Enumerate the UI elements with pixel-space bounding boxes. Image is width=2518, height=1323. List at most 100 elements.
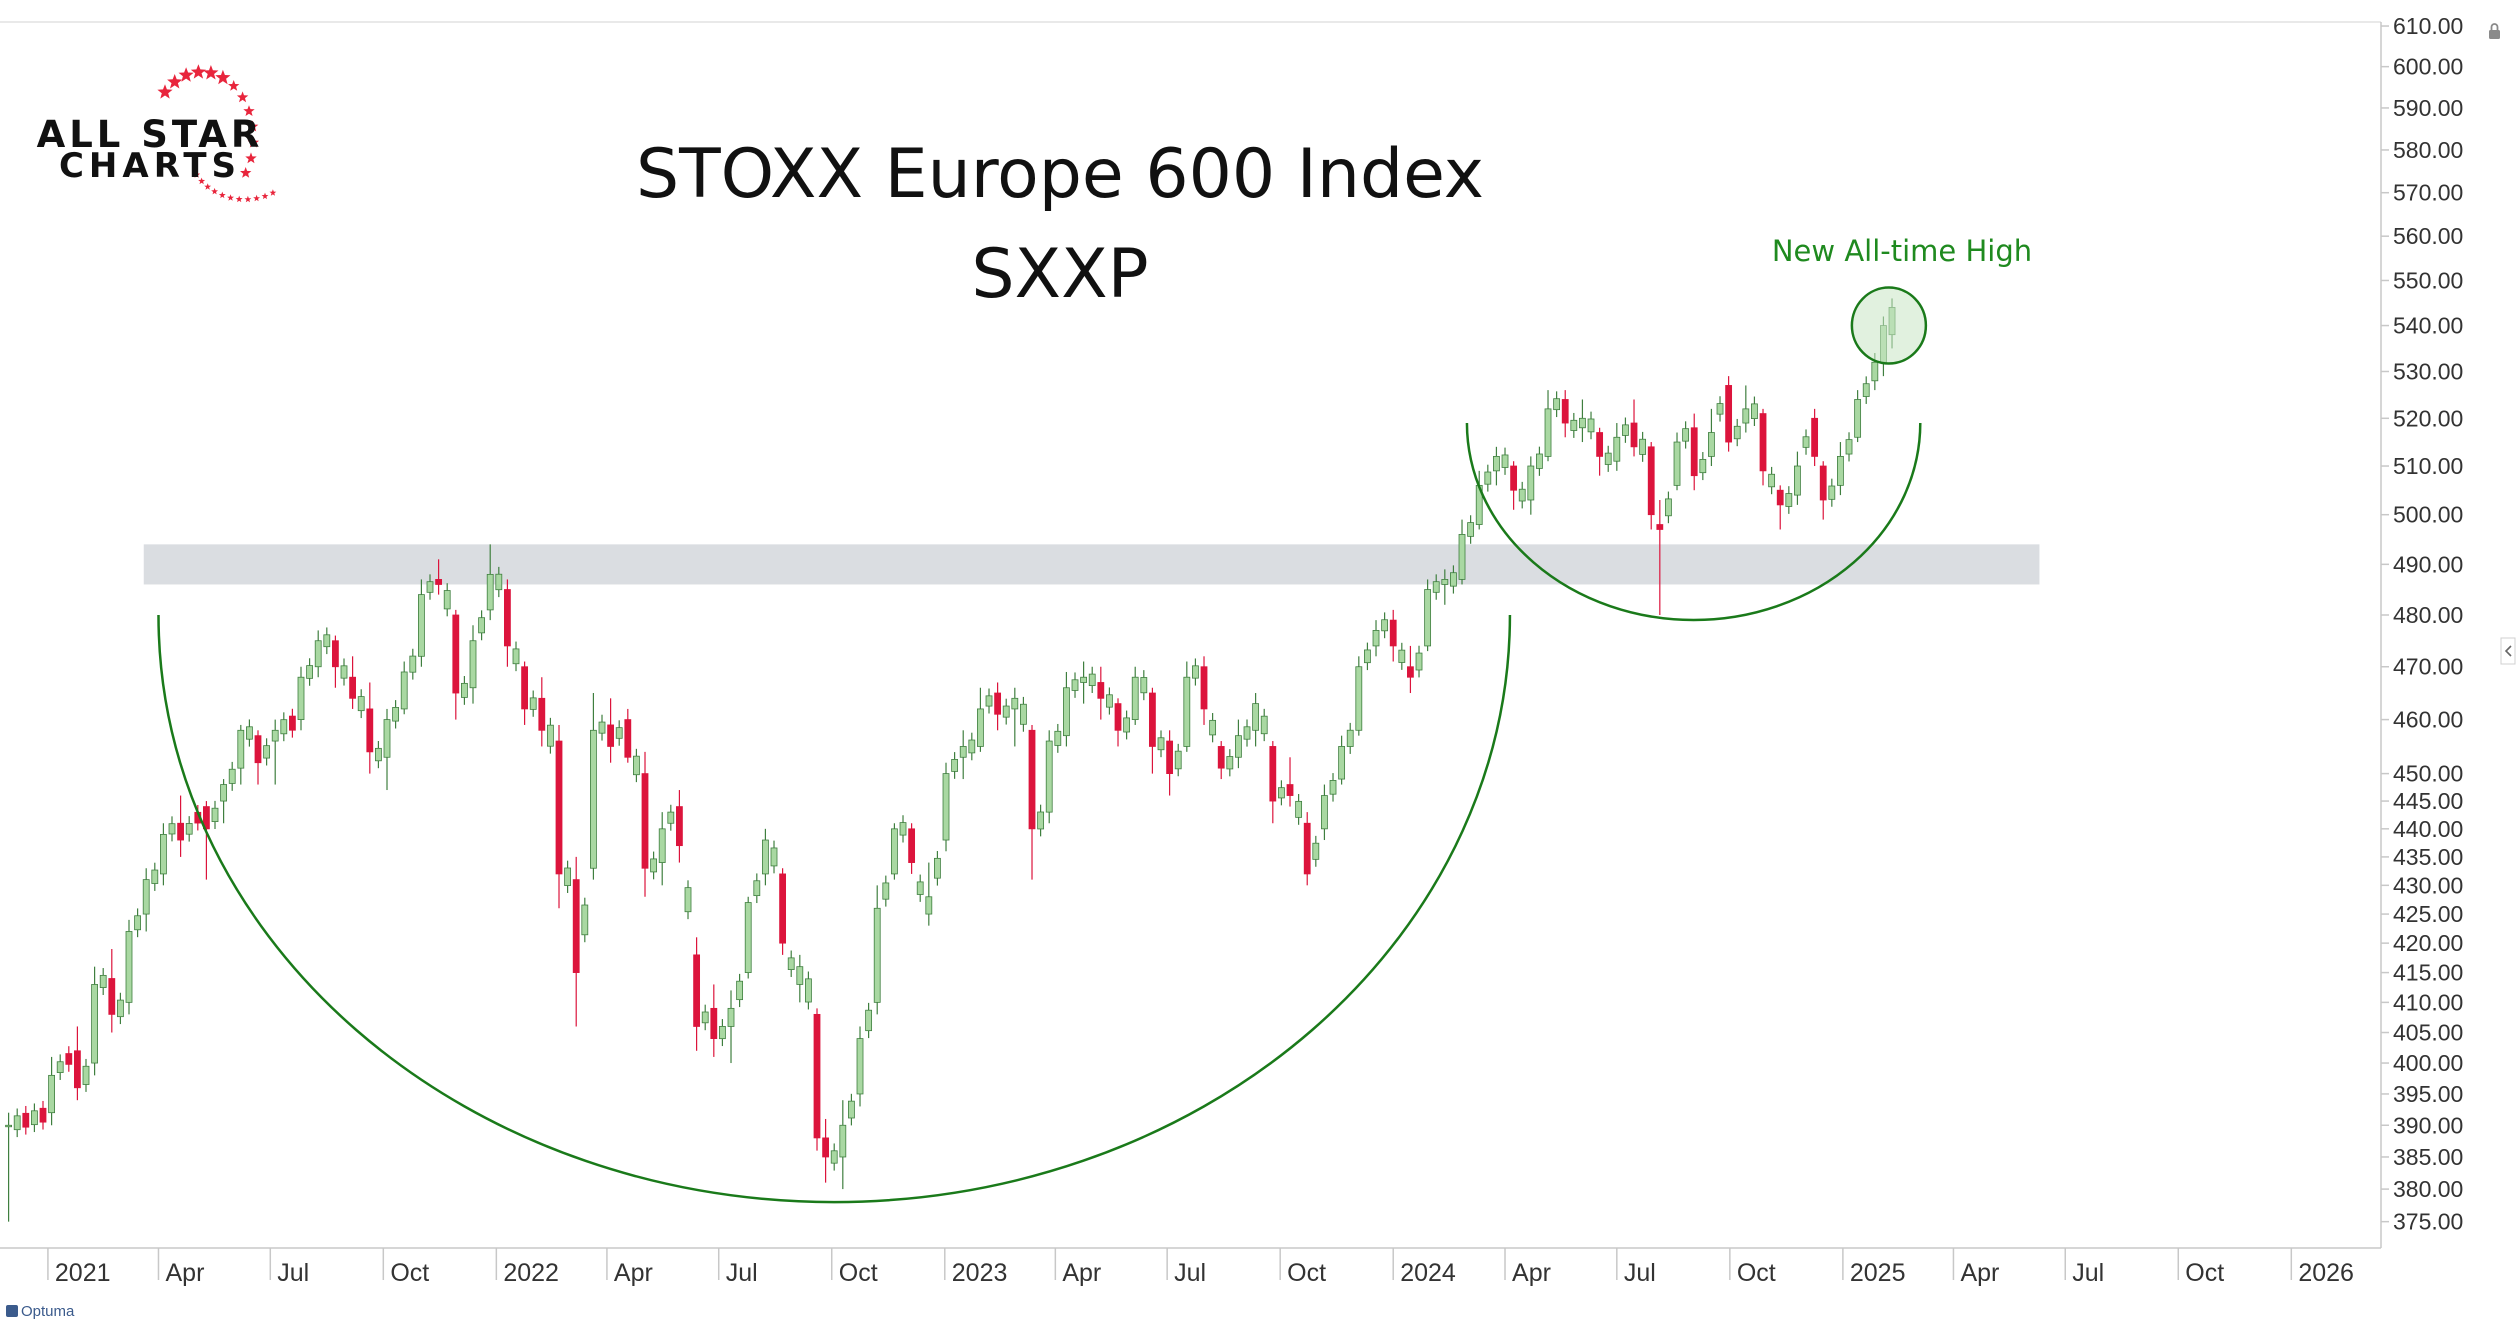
candle <box>753 873 761 904</box>
candle-body-up <box>340 665 348 679</box>
candle <box>271 719 279 785</box>
candle-body-down <box>1811 417 1819 457</box>
candle-body-up <box>1682 428 1690 442</box>
candle <box>340 658 348 686</box>
candle <box>822 1118 830 1183</box>
candle <box>856 1026 864 1107</box>
candle-body-up <box>1381 619 1389 632</box>
new-ath-annotation: New All-time High <box>1772 234 2032 268</box>
candle <box>177 795 185 857</box>
candle-body-up <box>1673 441 1681 486</box>
candle-body-down <box>908 828 916 863</box>
candle <box>1045 730 1053 824</box>
candle-body-up <box>1441 579 1449 585</box>
candle-body-up <box>1192 665 1199 679</box>
candle <box>796 954 804 1003</box>
candle-body-up <box>529 697 537 710</box>
collapse-panel-icon[interactable] <box>2500 637 2516 665</box>
candle <box>1243 719 1251 747</box>
candle <box>1751 396 1758 427</box>
all-star-charts-logo: ALL STAR CHARTS <box>37 64 277 203</box>
candle-body-down <box>1630 422 1638 448</box>
candle-body-up <box>1587 418 1595 433</box>
candle <box>203 801 210 880</box>
candle <box>719 1019 726 1047</box>
candle <box>744 896 752 979</box>
candle <box>1553 391 1561 418</box>
candle <box>529 690 537 717</box>
candle <box>1372 620 1380 657</box>
x-tick-label: Jul <box>2072 1259 2104 1287</box>
candle <box>1037 804 1045 837</box>
candle-body-down <box>289 715 296 731</box>
y-tick-label: 590.00 <box>2393 95 2463 121</box>
candle <box>1441 569 1449 605</box>
resistance-zone <box>143 544 2040 585</box>
candle <box>297 666 305 731</box>
candle-body-down <box>1028 729 1036 830</box>
candle <box>56 1054 64 1080</box>
candle-body-up <box>314 640 322 668</box>
candle-body-down <box>1407 666 1414 678</box>
y-tick-label: 400.00 <box>2393 1050 2463 1076</box>
y-tick-label: 425.00 <box>2393 901 2463 927</box>
y-axis: 375.00 380.00 385.00 390.00 395.00 400.00 405.… <box>2381 13 2463 1235</box>
candle-body-up <box>891 828 898 875</box>
candle-body-down <box>693 954 701 1027</box>
logo-star <box>227 194 234 201</box>
candle-body-up <box>495 573 503 591</box>
candle <box>1561 390 1569 438</box>
candle-body-down <box>1725 385 1733 443</box>
logo-star <box>218 191 226 199</box>
candle <box>1527 456 1535 515</box>
candle-body-up <box>1088 673 1096 687</box>
candle-body-up <box>168 823 176 835</box>
candle <box>968 732 976 761</box>
candle <box>1837 442 1844 496</box>
candle <box>82 1058 90 1092</box>
candle <box>1346 722 1354 754</box>
candle-body-up <box>770 847 778 867</box>
candle <box>1587 411 1595 440</box>
candle <box>1699 452 1707 481</box>
candle-body-down <box>22 1112 30 1128</box>
candle-body-up <box>968 739 976 754</box>
y-tick-label: 445.00 <box>2393 788 2463 814</box>
candle-body-up <box>375 747 382 762</box>
candle <box>873 885 881 1015</box>
candle <box>1217 741 1225 780</box>
x-tick-label: 2023 <box>952 1259 1008 1287</box>
candle <box>1768 466 1776 495</box>
candle-body-up <box>1260 715 1268 735</box>
candle <box>1604 445 1612 472</box>
y-tick-label: 395.00 <box>2393 1081 2463 1107</box>
candle <box>942 762 950 852</box>
candle <box>1329 773 1337 802</box>
candle-body-up <box>1063 687 1070 737</box>
candle-body-up <box>1467 522 1475 537</box>
candle <box>151 862 159 891</box>
candle <box>1389 609 1397 662</box>
candle-body-up <box>1321 795 1328 830</box>
y-tick-label: 430.00 <box>2393 872 2463 898</box>
candle-body-up <box>1665 498 1672 517</box>
candle <box>1364 642 1371 671</box>
candle <box>1054 723 1062 753</box>
y-tick-label: 480.00 <box>2393 602 2463 628</box>
logo-line1: ALL STAR <box>37 113 264 156</box>
lock-icon[interactable] <box>2489 23 2500 39</box>
logo-star <box>228 80 240 91</box>
candle <box>701 1004 709 1031</box>
candle-body-down <box>1759 413 1767 472</box>
candle <box>117 992 124 1025</box>
logo-star <box>247 136 260 148</box>
candle-body-up <box>1501 454 1509 468</box>
candle <box>495 566 503 598</box>
candle <box>1312 835 1320 867</box>
candle-body-up <box>977 708 984 747</box>
candle <box>1493 446 1500 486</box>
candle <box>48 1056 56 1126</box>
candle <box>168 816 176 842</box>
candle-body-up <box>469 640 477 689</box>
candle <box>1157 730 1165 758</box>
